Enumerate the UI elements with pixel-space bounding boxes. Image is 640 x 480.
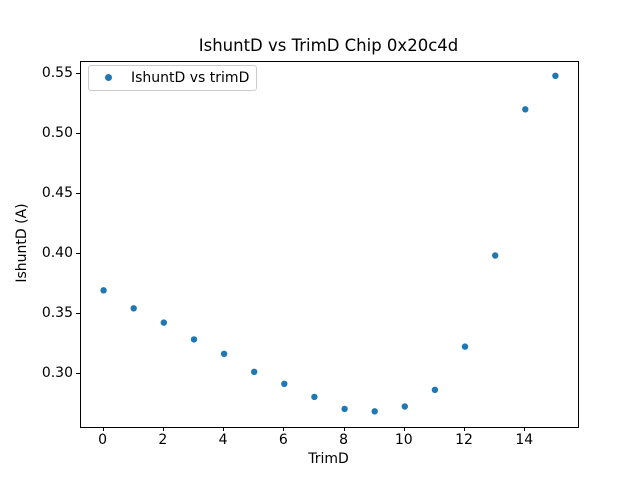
- legend: IshuntD vs trimD: [88, 64, 257, 91]
- data-point: [190, 335, 198, 343]
- x-tick-mark: [162, 427, 164, 431]
- y-tick-mark: [76, 133, 80, 134]
- y-tick-label: 0.35: [41, 304, 73, 321]
- data-point: [220, 350, 228, 357]
- x-tick-mark: [403, 427, 405, 431]
- data-point: [281, 380, 288, 387]
- y-tick-mark: [76, 372, 80, 374]
- plot-area: IshuntD vs trimD: [80, 60, 579, 428]
- x-tick-mark: [464, 427, 465, 431]
- x-tick-label: 0: [98, 432, 108, 448]
- data-point: [522, 105, 529, 112]
- data-point: [130, 304, 137, 311]
- data-point: [431, 386, 439, 393]
- y-tick-mark: [76, 252, 80, 254]
- x-tick-mark: [223, 427, 225, 431]
- y-tick-label: 0.55: [41, 65, 73, 82]
- chart-title: IshuntD vs TrimD Chip 0x20c4d: [198, 36, 459, 55]
- x-axis-label: TrimD: [308, 451, 349, 467]
- x-tick-label: 12: [455, 432, 473, 448]
- data-point: [371, 407, 378, 414]
- x-tick-mark: [283, 427, 285, 431]
- x-tick-mark: [524, 427, 526, 431]
- data-point: [341, 405, 348, 412]
- x-tick-mark: [102, 427, 104, 431]
- data-point: [160, 318, 167, 326]
- x-tick-label: 2: [158, 432, 168, 448]
- legend-label: IshuntD vs trimD: [131, 69, 250, 86]
- data-point: [461, 342, 469, 350]
- data-point: [251, 368, 258, 375]
- y-tick-label: 0.30: [41, 364, 73, 381]
- data-point: [401, 402, 408, 410]
- y-tick-mark: [76, 312, 80, 314]
- x-tick-label: 8: [339, 432, 349, 448]
- y-tick-mark: [76, 192, 80, 194]
- y-tick-mark: [76, 73, 80, 75]
- data-point: [311, 393, 318, 400]
- x-tick-mark: [343, 427, 345, 431]
- y-tick-label: 0.40: [41, 244, 73, 261]
- x-tick-label: 10: [394, 432, 413, 448]
- scatter-marker-icon: [105, 74, 112, 81]
- data-point: [492, 251, 499, 259]
- scatter-series: [100, 72, 559, 414]
- data-point: [100, 286, 107, 293]
- x-tick-label: 6: [278, 432, 288, 448]
- data-point: [552, 72, 559, 79]
- y-tick-label: 0.50: [41, 125, 73, 141]
- y-tick-label: 0.45: [41, 184, 73, 201]
- x-tick-label: 4: [218, 432, 228, 448]
- x-tick-label: 14: [515, 432, 534, 448]
